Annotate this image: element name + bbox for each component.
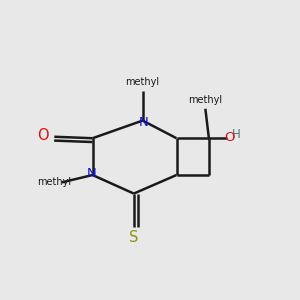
Text: methyl: methyl <box>188 95 222 105</box>
Text: H: H <box>232 128 240 141</box>
Text: N: N <box>138 116 148 128</box>
Text: methyl: methyl <box>126 77 160 87</box>
Text: O: O <box>37 128 49 143</box>
Text: N: N <box>87 167 97 180</box>
Text: S: S <box>129 230 139 245</box>
Text: methyl: methyl <box>37 177 71 187</box>
Text: O: O <box>224 131 235 144</box>
